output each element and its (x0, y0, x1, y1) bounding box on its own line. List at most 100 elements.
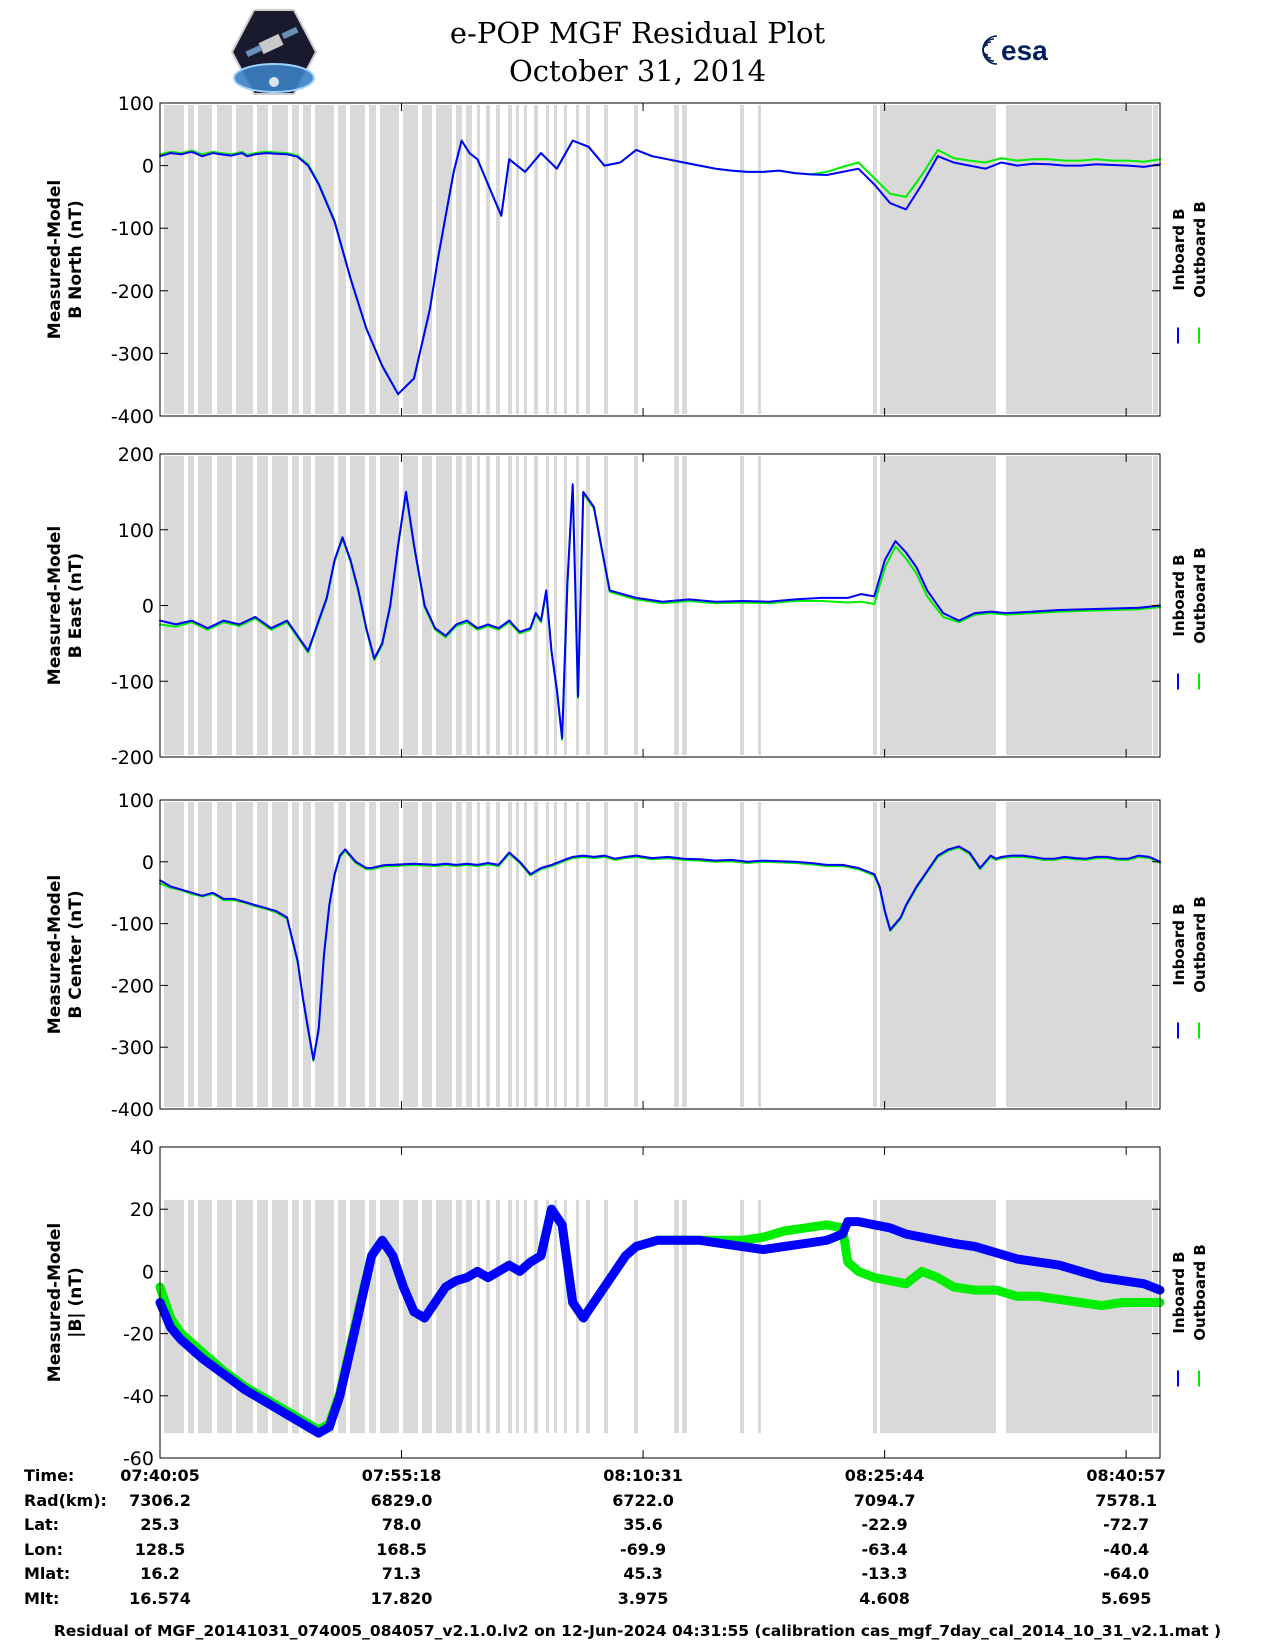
info-value: 25.3 (140, 1515, 180, 1535)
shade-band (272, 1199, 288, 1434)
esa-logo: esa (982, 35, 1048, 66)
shade-band (236, 1199, 253, 1434)
shade-band (554, 1199, 557, 1434)
shade-band (338, 456, 346, 755)
y-tick-label: -100 (111, 218, 154, 240)
info-value: 08:25:44 (844, 1466, 925, 1485)
shade-band (554, 802, 557, 1107)
y-tick-label: -300 (111, 343, 154, 365)
axes-frame (159, 1146, 1161, 1459)
shade-band (634, 105, 638, 414)
shade-band (456, 456, 462, 755)
info-value: -64.0 (1103, 1564, 1150, 1584)
shade-band (674, 105, 679, 414)
shade-band (682, 456, 687, 755)
info-value: 17.820 (370, 1588, 433, 1608)
y-tick-label: 100 (118, 520, 154, 542)
shade-band (198, 105, 212, 414)
info-value: 07:55:18 (361, 1466, 442, 1485)
shade-band (546, 1199, 549, 1434)
shade-band (477, 105, 480, 414)
info-row-key: Lon: (24, 1539, 63, 1559)
shade-band (740, 1199, 744, 1434)
shade-band (236, 456, 253, 755)
info-value: 16.574 (129, 1588, 191, 1608)
shade-band (456, 105, 462, 414)
y-tick-label: 200 (118, 444, 154, 466)
info-value: 4.608 (859, 1588, 910, 1608)
shade-band (1153, 105, 1158, 414)
shade-band (456, 1199, 462, 1434)
shade-band (496, 802, 500, 1107)
shade-band (546, 105, 549, 414)
shade-band (554, 105, 557, 414)
info-value: 07:40:05 (120, 1466, 200, 1485)
shade-band (508, 1199, 512, 1434)
shade-band (272, 456, 288, 755)
legend-label: Outboard B (1191, 896, 1209, 993)
shade-band (198, 1199, 212, 1434)
shade-band (682, 105, 687, 414)
footer-caption: Residual of MGF_20141031_074005_084057_v… (53, 1622, 1222, 1640)
series-line-inboard (155, 1204, 1165, 1438)
shade-band (303, 456, 311, 755)
shade-band (338, 802, 346, 1107)
shade-band (257, 1199, 268, 1434)
shade-band (1006, 456, 1152, 755)
shade-band (403, 1199, 418, 1434)
y-tick-label: 20 (130, 1199, 154, 1221)
info-value: -69.9 (620, 1539, 667, 1559)
shade-band (164, 456, 184, 755)
panel-2: 200 100 0 -100 -200 Measured-ModelB East (nT)… (45, 444, 1209, 769)
shade-band (873, 802, 877, 1107)
shade-band (292, 105, 299, 414)
shade-band (477, 802, 480, 1107)
shade-band (516, 1199, 519, 1434)
y-tick-label: 100 (118, 790, 154, 812)
shade-band (534, 105, 538, 414)
shade-band (188, 456, 194, 755)
shade-band (604, 802, 608, 1107)
shade-band (436, 802, 452, 1107)
y-tick-label: -100 (111, 914, 154, 936)
shade-band (338, 105, 346, 414)
shade-band (1006, 105, 1152, 414)
legend-label: Inboard B (1170, 208, 1188, 290)
shade-band (477, 1199, 480, 1434)
shade-band (586, 802, 590, 1107)
shade-band (369, 1199, 376, 1434)
shade-band (466, 802, 472, 1107)
shade-band (758, 802, 761, 1107)
shade-band (188, 1199, 194, 1434)
shade-band (604, 105, 608, 414)
shade-band (380, 1199, 399, 1434)
y-tick-label: 40 (130, 1137, 154, 1159)
shade-band (1006, 1199, 1152, 1434)
info-value: 7094.7 (853, 1490, 916, 1510)
shade-band (403, 105, 418, 414)
shade-band (369, 105, 376, 414)
y-tick-label: 0 (142, 852, 154, 874)
shade-band (350, 456, 365, 755)
panel-1: 100 0 -100 -200 -300 -400 Measured-ModelB Nort… (45, 93, 1209, 428)
shade-band (350, 105, 365, 414)
shade-band (486, 802, 490, 1107)
shade-band (634, 802, 638, 1107)
shade-band (188, 802, 194, 1107)
y-axis-label: Measured-ModelB Center (nT) (45, 875, 86, 1034)
shade-band (682, 802, 687, 1107)
shade-band (880, 802, 883, 1107)
info-value: -40.4 (1103, 1539, 1150, 1559)
shade-band (422, 802, 432, 1107)
cassiope-logo (230, 9, 318, 95)
shade-band (369, 802, 376, 1107)
info-value: -63.4 (861, 1539, 908, 1559)
info-row: Lon: 128.5 168.5 -69.9 -63.4 -40.4 (0, 1540, 1275, 1565)
shade-band (486, 1199, 490, 1434)
y-tick-label: 100 (118, 93, 154, 115)
info-row: Lat: 25.3 78.0 35.6 -22.9 -72.7 (0, 1515, 1275, 1540)
info-row: Mlt: 16.574 17.820 3.975 4.608 5.695 (0, 1589, 1275, 1614)
info-value: 5.695 (1100, 1588, 1152, 1608)
shade-band (524, 105, 527, 414)
shade-band (516, 456, 519, 755)
